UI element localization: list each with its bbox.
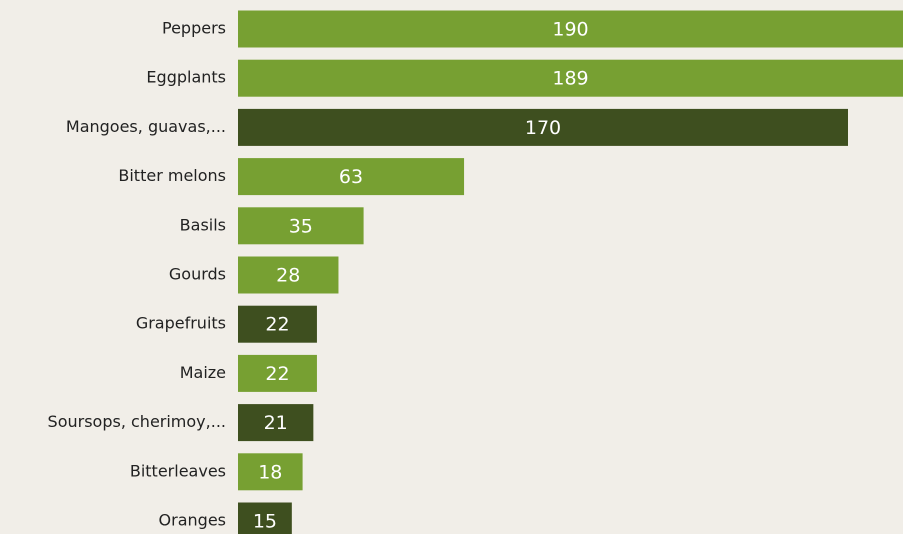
value-label: 189	[552, 68, 588, 90]
value-label: 63	[339, 166, 363, 188]
category-label: Gourds	[169, 265, 226, 284]
bar	[238, 502, 292, 534]
bar	[238, 10, 903, 48]
value-label: 22	[265, 314, 289, 336]
value-label: 15	[253, 511, 277, 533]
category-label: Oranges	[159, 511, 226, 530]
value-label: 190	[552, 19, 588, 41]
bar	[238, 354, 317, 392]
value-label: 18	[258, 461, 282, 483]
category-label: Basils	[180, 215, 226, 234]
bar	[238, 305, 317, 343]
value-label: 35	[289, 215, 313, 237]
category-label: Maize	[180, 363, 226, 382]
category-label: Bitterleaves	[130, 461, 226, 480]
bar	[238, 59, 903, 97]
bar	[238, 108, 848, 146]
value-label: 28	[276, 265, 300, 287]
bar	[238, 158, 465, 196]
bar	[238, 453, 303, 491]
category-label: Mangoes, guavas,...	[66, 117, 226, 136]
value-label: 170	[525, 117, 561, 139]
category-label: Eggplants	[146, 68, 226, 87]
category-label: Grapefruits	[136, 314, 226, 333]
category-label: Bitter melons	[118, 166, 226, 185]
category-label: Soursops, cherimoy,...	[48, 412, 226, 431]
value-label: 21	[264, 412, 288, 434]
category-label: Peppers	[162, 19, 226, 38]
bar	[238, 207, 364, 245]
bar	[238, 256, 339, 294]
value-label: 22	[265, 363, 289, 385]
bar	[238, 404, 314, 442]
